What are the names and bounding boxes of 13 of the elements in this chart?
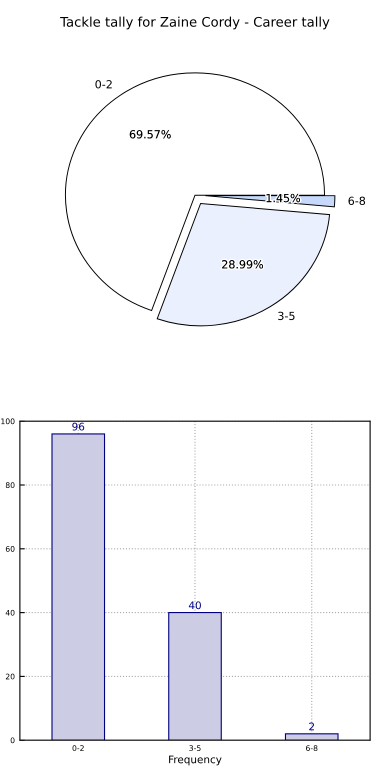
bar (284, 733, 339, 740)
slice-label: 3-5 (278, 312, 295, 320)
data-label: 2 (309, 722, 314, 730)
slice-label: 6-8 (348, 196, 366, 206)
chart-title: Tackle tally for Zaine Cordy - Career tally (60, 16, 330, 30)
bar (51, 433, 106, 740)
data-label: 28.99% (222, 260, 264, 269)
data-label: 40 (188, 601, 201, 610)
data-label: 96 (72, 422, 84, 431)
x-axis-title: Frequency (169, 756, 222, 766)
bar (168, 612, 222, 740)
slice-label: 0-2 (95, 80, 112, 88)
data-label: 69.57% (130, 130, 171, 138)
